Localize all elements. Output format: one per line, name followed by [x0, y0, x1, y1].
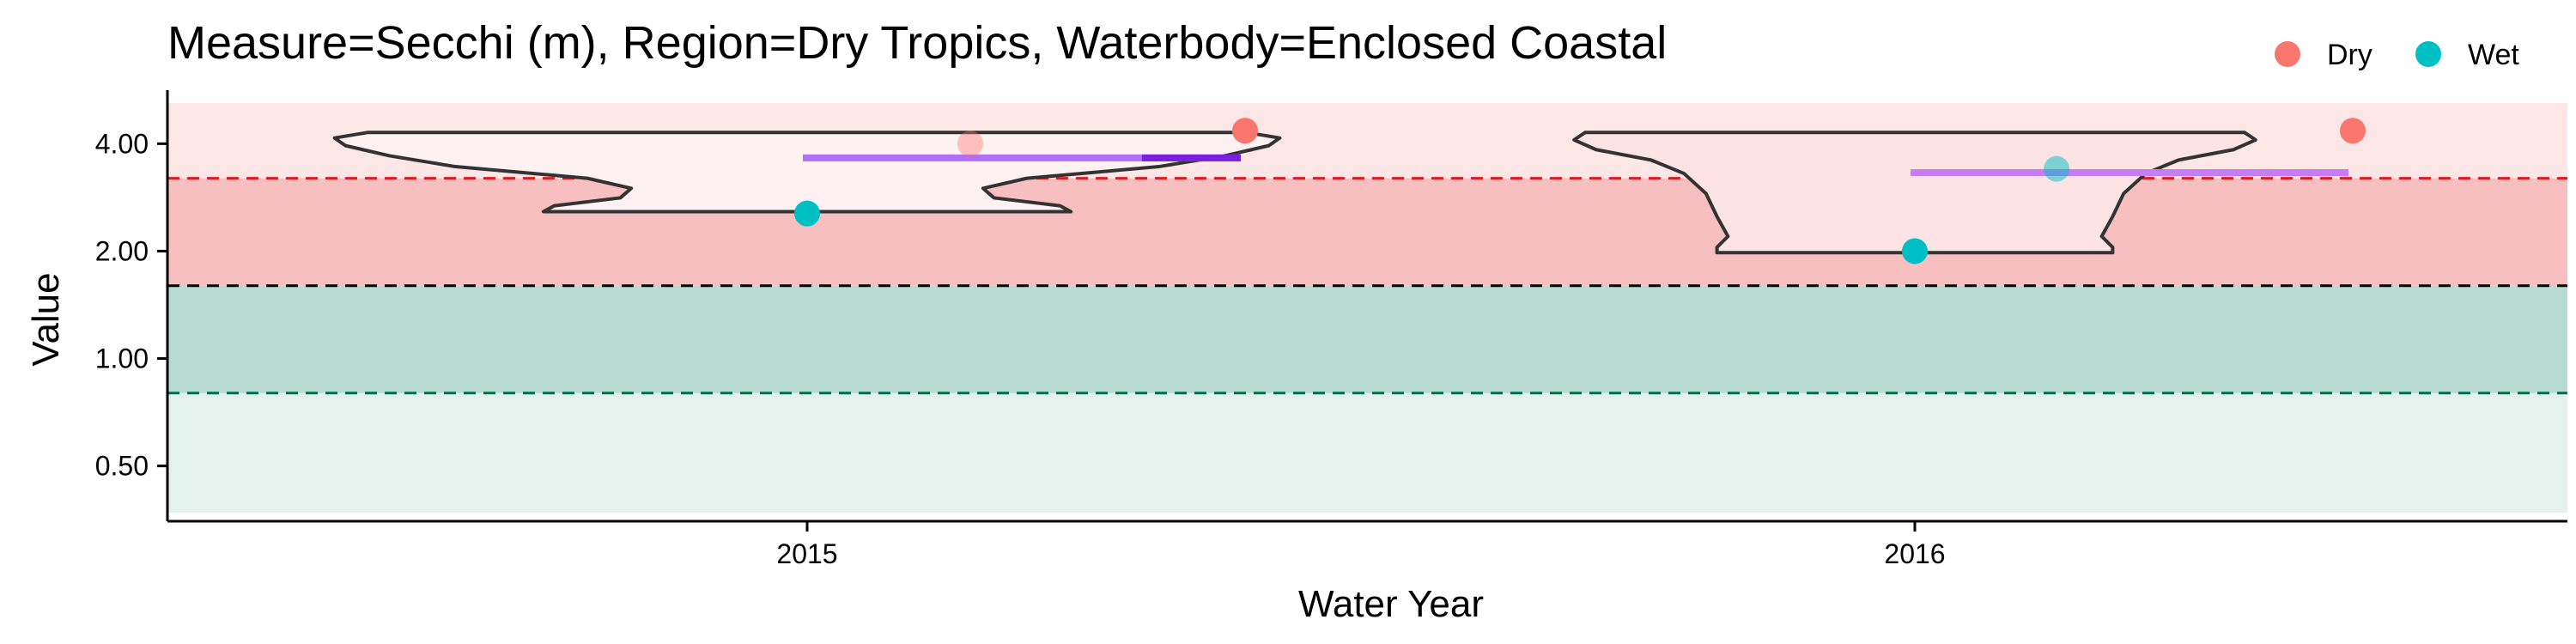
point-wet-2015 — [794, 200, 820, 227]
y-tick-label: 0.50 — [95, 451, 149, 482]
reference-lines — [167, 177, 2567, 395]
y-tick-label: 1.00 — [95, 343, 149, 374]
violin-shapes — [332, 131, 2257, 255]
legend-key-dry — [2275, 41, 2300, 67]
y-tick-label: 4.00 — [95, 128, 149, 159]
legend: Dry Wet — [2275, 39, 2519, 71]
x-tick-label: 2016 — [1884, 538, 1945, 569]
y-axis-ticks: 0.50 1.00 2.00 4.00 — [95, 128, 167, 482]
x-axis-ticks: 2015 2016 — [776, 521, 1946, 569]
legend-label-dry: Dry — [2327, 39, 2372, 71]
band-2 — [167, 178, 2567, 286]
violin-2016 — [1572, 131, 2257, 255]
y-axis-title: Value — [25, 272, 67, 366]
point-wet-2016 — [2044, 155, 2069, 182]
point-dry-2016 — [2340, 118, 2366, 144]
axes — [166, 90, 2567, 523]
y-tick-label: 2.00 — [95, 235, 149, 266]
x-tick-label: 2015 — [776, 538, 837, 569]
legend-label-wet: Wet — [2468, 39, 2519, 71]
legend-key-wet — [2415, 41, 2441, 67]
x-axis-title: Water Year — [1298, 583, 1484, 625]
band-1 — [167, 285, 2567, 393]
violin-2015 — [332, 131, 1282, 214]
point-dry-2015 — [1232, 118, 1258, 144]
band-0 — [167, 392, 2567, 513]
summary-lines — [803, 154, 2348, 176]
point-wet-2016 — [1902, 238, 1928, 264]
data-points — [794, 118, 2366, 264]
chart-title: Measure=Secchi (m), Region=Dry Tropics, … — [167, 17, 1667, 69]
point-dry-2015 — [957, 131, 983, 157]
threshold-bands — [167, 103, 2567, 513]
